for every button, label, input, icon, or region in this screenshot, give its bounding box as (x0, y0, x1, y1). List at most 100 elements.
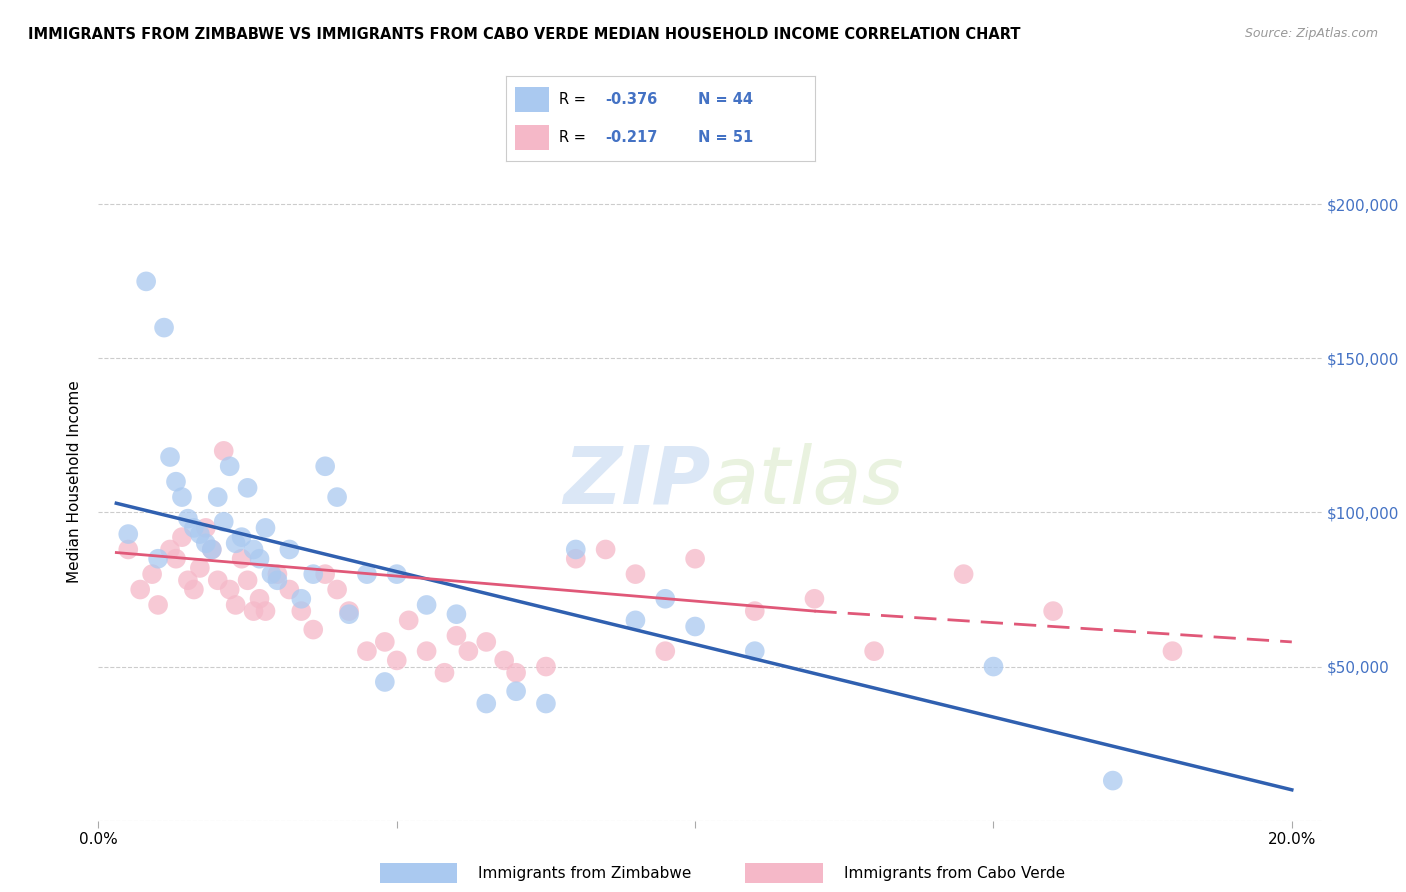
Point (290, 604, 312, 618)
Point (218, 459, 240, 474)
Point (201, 542, 224, 557)
Point (231, 551, 253, 566)
Point (135, 274, 157, 288)
Point (624, 613, 647, 627)
Y-axis label: Median Household Income: Median Household Income (67, 380, 83, 583)
Point (260, 567, 283, 582)
Point (475, 697, 498, 711)
Point (302, 623, 325, 637)
Point (141, 567, 163, 582)
Point (744, 604, 766, 618)
Point (165, 551, 187, 566)
Point (225, 598, 247, 612)
Text: Source: ZipAtlas.com: Source: ZipAtlas.com (1244, 27, 1378, 40)
Point (565, 551, 588, 566)
Point (534, 697, 557, 711)
Point (266, 567, 288, 582)
Point (194, 536, 217, 550)
Point (385, 567, 408, 582)
Point (159, 542, 181, 557)
Point (254, 604, 277, 618)
Point (374, 675, 396, 690)
Point (475, 635, 498, 649)
Point (433, 665, 456, 680)
Point (983, 659, 1005, 673)
Point (183, 582, 205, 597)
Point (153, 320, 176, 334)
Point (302, 567, 325, 582)
Point (278, 542, 301, 557)
Point (159, 450, 181, 464)
Point (201, 542, 224, 557)
Point (457, 644, 479, 658)
Point (249, 591, 271, 606)
Point (177, 574, 200, 588)
Text: -0.376: -0.376 (605, 92, 658, 107)
Point (803, 591, 825, 606)
FancyBboxPatch shape (516, 87, 550, 112)
Point (212, 443, 235, 458)
Point (236, 481, 259, 495)
Point (146, 598, 169, 612)
Point (505, 684, 527, 698)
Point (744, 644, 766, 658)
Point (356, 644, 378, 658)
Text: -0.217: -0.217 (605, 130, 658, 145)
Text: atlas: atlas (710, 442, 905, 521)
Text: Immigrants from Cabo Verde: Immigrants from Cabo Verde (844, 866, 1064, 880)
Point (170, 490, 193, 504)
Point (218, 582, 240, 597)
Point (446, 607, 468, 622)
Point (337, 607, 360, 622)
Point (398, 613, 420, 627)
Text: ZIP: ZIP (562, 442, 710, 521)
Point (385, 653, 408, 667)
Point (415, 598, 437, 612)
FancyBboxPatch shape (516, 125, 550, 151)
Text: R =: R = (558, 130, 591, 145)
Point (505, 665, 527, 680)
Point (356, 567, 378, 582)
Point (231, 530, 253, 544)
Point (242, 604, 264, 618)
Point (624, 567, 647, 582)
Text: N = 51: N = 51 (697, 130, 754, 145)
Point (254, 521, 277, 535)
Point (177, 511, 200, 525)
Point (654, 591, 676, 606)
Point (494, 653, 516, 667)
Point (314, 567, 336, 582)
Text: Immigrants from Zimbabwe: Immigrants from Zimbabwe (478, 866, 692, 880)
Point (225, 536, 247, 550)
Point (326, 490, 349, 504)
Point (242, 542, 264, 557)
Text: N = 44: N = 44 (697, 92, 754, 107)
Point (314, 459, 336, 474)
Point (337, 604, 360, 618)
Point (326, 582, 349, 597)
Point (212, 515, 235, 529)
Point (863, 644, 886, 658)
Point (207, 574, 229, 588)
Point (236, 574, 259, 588)
Point (415, 644, 437, 658)
Point (170, 530, 193, 544)
Point (1161, 644, 1184, 658)
Point (249, 551, 271, 566)
Point (952, 567, 974, 582)
Point (146, 551, 169, 566)
Point (683, 551, 706, 566)
Point (290, 591, 312, 606)
Point (188, 527, 211, 541)
Point (117, 542, 139, 557)
Point (1101, 773, 1123, 788)
Point (446, 629, 468, 643)
Point (534, 659, 557, 673)
Point (194, 521, 217, 535)
Text: IMMIGRANTS FROM ZIMBABWE VS IMMIGRANTS FROM CABO VERDE MEDIAN HOUSEHOLD INCOME C: IMMIGRANTS FROM ZIMBABWE VS IMMIGRANTS F… (28, 27, 1021, 42)
Point (374, 635, 396, 649)
Point (183, 521, 205, 535)
Point (207, 490, 229, 504)
Point (117, 527, 139, 541)
Point (165, 475, 187, 489)
